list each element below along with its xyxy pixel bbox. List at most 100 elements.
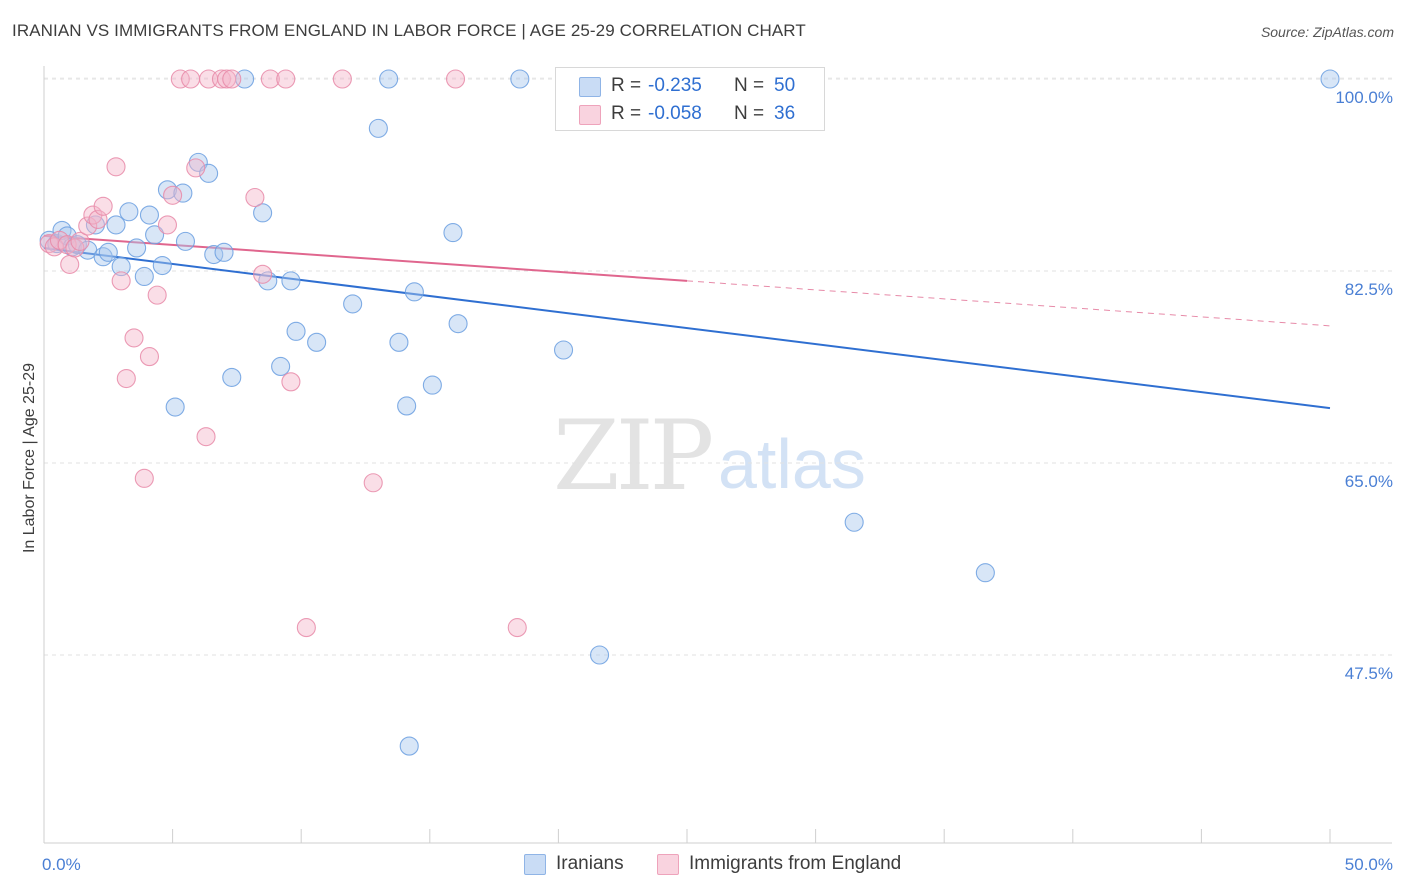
point-england: [93, 196, 113, 216]
point-england: [186, 158, 206, 178]
legend-label-iranians: Iranians: [556, 853, 624, 874]
point-iranians: [152, 255, 172, 276]
axes: [43, 66, 1392, 844]
point-iranians: [590, 645, 610, 665]
point-england: [211, 69, 232, 89]
point-iranians: [271, 356, 291, 377]
point-iranians: [127, 238, 147, 258]
point-iranians: [443, 223, 463, 243]
point-england: [147, 285, 167, 305]
legend-r-value: -0.235: [648, 75, 702, 96]
x-tick-label: 0.0%: [42, 855, 81, 874]
x-tick-label: 50.0%: [1345, 855, 1393, 874]
point-england: [296, 618, 316, 638]
correlation-legend: R = -0.235 N = 50 R = -0.058 N = 36: [555, 67, 825, 131]
legend-n-value: 50: [774, 75, 796, 96]
point-england: [196, 427, 216, 447]
point-england: [245, 187, 265, 208]
point-iranians: [145, 225, 165, 245]
point-iranians: [258, 271, 278, 291]
series-legend: Iranians Immigrants from England: [0, 852, 1406, 878]
point-iranians: [286, 321, 306, 341]
point-england: [445, 69, 466, 89]
trend-line-england: [686, 280, 1331, 327]
point-iranians: [343, 294, 363, 314]
point-iranians: [553, 340, 574, 360]
tick-labels: 47.5% 65.0% 82.5% 100.0% 0.0% 50.0%: [42, 88, 1393, 874]
point-england: [134, 468, 154, 488]
legend-swatch-england: [579, 105, 601, 125]
point-iranians: [397, 396, 417, 416]
point-england: [181, 69, 201, 89]
legend-row-england: R = -0.058 N = 36: [556, 100, 824, 128]
point-iranians: [157, 180, 178, 200]
point-iranians: [844, 512, 864, 532]
legend-r-value: -0.058: [648, 103, 702, 124]
trend-line-iranians: [43, 246, 1331, 410]
legend-r-label: R =: [611, 75, 642, 96]
point-england: [124, 328, 144, 348]
point-iranians: [422, 375, 442, 395]
point-iranians: [1320, 69, 1340, 89]
legend-n-label: N =: [734, 103, 765, 124]
point-england: [260, 69, 280, 89]
source-label: Source: ZipAtlas.com: [1260, 24, 1394, 40]
point-england: [281, 372, 301, 392]
point-iranians: [253, 203, 273, 223]
point-iranians: [281, 271, 301, 291]
point-england: [157, 215, 178, 235]
legend-n-value: 36: [774, 103, 796, 124]
y-tick-label: 47.5%: [1345, 664, 1393, 683]
point-iranians: [448, 314, 468, 334]
y-tick-label: 65.0%: [1345, 472, 1393, 491]
legend-row-iranians: R = -0.235 N = 50: [556, 72, 824, 100]
legend-n-label: N =: [734, 75, 765, 96]
point-england: [253, 264, 273, 284]
point-iranians: [404, 282, 424, 302]
y-axis-label: In Labor Force | Age 25-29: [21, 363, 38, 553]
point-england: [507, 618, 527, 638]
point-iranians: [975, 563, 995, 583]
point-iranians: [214, 242, 234, 262]
point-england: [332, 69, 352, 89]
point-iranians: [307, 332, 327, 352]
point-england: [163, 185, 183, 205]
point-iranians: [222, 367, 242, 387]
point-iranians: [379, 69, 399, 89]
point-england: [65, 238, 85, 258]
data-points: [39, 69, 1340, 756]
point-iranians: [67, 235, 87, 255]
point-england: [170, 69, 190, 89]
point-england: [60, 254, 80, 274]
watermark-zip: ZIP: [553, 400, 714, 512]
point-iranians: [399, 736, 419, 756]
point-england: [78, 216, 98, 236]
point-iranians: [98, 242, 118, 262]
point-iranians: [389, 332, 409, 352]
point-england: [57, 235, 77, 255]
point-england: [70, 231, 90, 251]
y-tick-label: 100.0%: [1335, 88, 1393, 107]
legend-swatch-england: [657, 854, 679, 875]
y-tick-label: 82.5%: [1345, 280, 1393, 299]
point-iranians: [119, 202, 139, 222]
point-iranians: [510, 69, 530, 89]
point-iranians: [165, 397, 185, 417]
point-iranians: [199, 163, 219, 183]
point-england: [363, 473, 383, 493]
legend-r-label: R =: [611, 103, 642, 124]
watermark-atlas: atlas: [718, 425, 866, 503]
point-iranians: [175, 231, 196, 251]
point-england: [222, 69, 242, 89]
point-england: [116, 368, 136, 389]
legend-label-england: Immigrants from England: [689, 853, 902, 874]
point-england: [106, 157, 126, 177]
chart-title: IRANIAN VS IMMIGRANTS FROM ENGLAND IN LA…: [12, 21, 806, 40]
point-england: [139, 347, 160, 367]
gridlines: [44, 77, 1392, 656]
point-iranians: [368, 118, 388, 138]
point-england: [111, 271, 131, 291]
point-iranians: [139, 205, 160, 225]
point-iranians: [106, 215, 126, 235]
